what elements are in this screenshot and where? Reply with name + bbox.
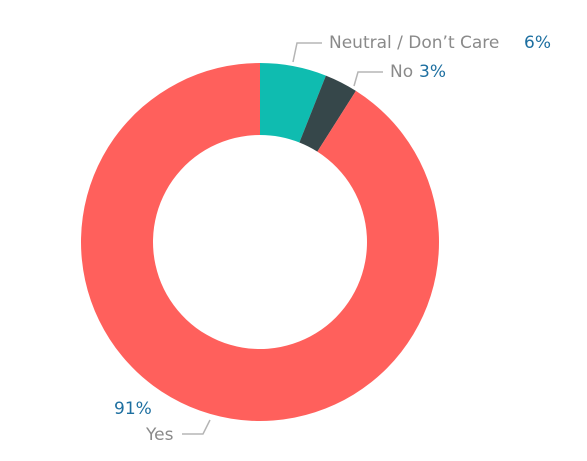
slice-label-yes: Yes — [145, 425, 174, 445]
slice-value-neutral: 6% — [524, 33, 551, 53]
slice-value-yes: 91% — [114, 399, 152, 419]
slice-value-no: 3% — [419, 62, 446, 82]
leader-line-no — [353, 71, 383, 87]
donut-slice-neutral — [260, 63, 326, 143]
donut-slices — [80, 63, 439, 421]
leader-line-yes — [182, 419, 211, 435]
slice-label-no: No — [390, 62, 413, 82]
donut-slice-no — [299, 75, 356, 152]
leader-line-neutral — [292, 42, 322, 63]
slice-label-neutral: Neutral / Don’t Care — [329, 33, 499, 53]
donut-slice-yes — [80, 63, 439, 421]
